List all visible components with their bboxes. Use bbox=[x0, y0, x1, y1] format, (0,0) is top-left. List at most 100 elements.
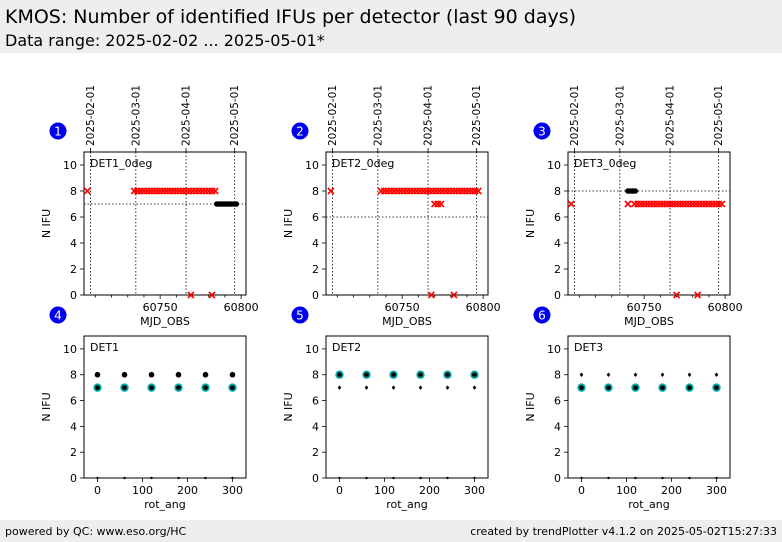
data-point bbox=[687, 372, 692, 378]
data-point bbox=[445, 385, 450, 390]
data-point bbox=[175, 371, 182, 378]
x-tick-label: 200 bbox=[661, 484, 682, 497]
data-point bbox=[94, 371, 101, 378]
y-tick-label: 10 bbox=[305, 159, 319, 172]
y-tick-label: 4 bbox=[312, 420, 319, 433]
panel-label: DET1 bbox=[90, 341, 119, 354]
chart-panel-2: 2 2025-02-01 2025-03-01 2025-04-01 2025-05-0… bbox=[282, 85, 501, 328]
plot-frame bbox=[83, 151, 247, 296]
data-point bbox=[233, 201, 240, 207]
data-point bbox=[624, 200, 632, 208]
data-point bbox=[327, 187, 335, 195]
data-point bbox=[201, 383, 210, 392]
plot-frame bbox=[325, 335, 489, 479]
data-point bbox=[177, 476, 180, 480]
date-tick-label: 2025-04-01 bbox=[181, 85, 193, 146]
data-point bbox=[83, 187, 91, 195]
y-tick-label: 6 bbox=[312, 211, 319, 224]
date-tick-label: 2025-05-01 bbox=[229, 85, 241, 146]
panel-badge-number: 4 bbox=[54, 309, 62, 323]
y-tick-label: 6 bbox=[312, 395, 319, 408]
x-tick-label: 60750 bbox=[143, 301, 178, 314]
y-tick-label: 8 bbox=[312, 369, 319, 382]
y-axis-label: N IFU bbox=[524, 392, 537, 421]
data-point bbox=[658, 383, 667, 392]
panel-badge-number: 1 bbox=[54, 125, 62, 139]
y-tick-label: 8 bbox=[312, 185, 319, 198]
data-point bbox=[718, 200, 726, 208]
page-subtitle: Data range: 2025-02-02 ... 2025-05-01* bbox=[5, 31, 325, 50]
chart-panel-1: 1 2025-02-01 2025-03-01 2025-04-01 2025-05-0… bbox=[40, 85, 259, 328]
panel-badge bbox=[533, 306, 551, 324]
data-point bbox=[229, 371, 236, 378]
y-tick-label: 4 bbox=[70, 237, 77, 250]
data-point bbox=[335, 370, 344, 379]
data-point bbox=[148, 371, 155, 378]
data-point bbox=[204, 476, 207, 480]
y-tick-label: 4 bbox=[554, 420, 561, 433]
x-axis-label: MJD_OBS bbox=[624, 315, 674, 328]
x-tick-label: 200 bbox=[419, 484, 440, 497]
panel-badge bbox=[291, 306, 309, 324]
data-point bbox=[712, 383, 721, 392]
data-point bbox=[202, 371, 209, 378]
data-point bbox=[418, 385, 423, 390]
plot-frame bbox=[567, 151, 731, 296]
y-tick-label: 10 bbox=[63, 159, 77, 172]
panel-badge bbox=[49, 122, 67, 140]
data-point bbox=[661, 476, 664, 480]
y-tick-label: 2 bbox=[554, 446, 561, 459]
x-tick-label: 300 bbox=[222, 484, 243, 497]
panel-badge bbox=[533, 122, 551, 140]
header-bar: KMOS: Number of identified IFUs per dete… bbox=[0, 0, 782, 53]
panel-badge-number: 5 bbox=[296, 309, 304, 323]
data-point bbox=[632, 188, 639, 194]
data-point bbox=[364, 385, 369, 390]
data-point bbox=[633, 372, 638, 378]
panel-badge-number: 6 bbox=[538, 309, 546, 323]
data-point bbox=[694, 291, 702, 299]
y-tick-label: 10 bbox=[305, 343, 319, 356]
data-point bbox=[567, 200, 575, 208]
x-tick-label: 60800 bbox=[466, 301, 501, 314]
y-tick-label: 4 bbox=[312, 237, 319, 250]
y-axis-label: N IFU bbox=[524, 209, 537, 238]
data-point bbox=[688, 476, 691, 480]
date-tick-label: 2025-03-01 bbox=[614, 85, 626, 146]
data-point bbox=[416, 370, 425, 379]
date-tick-label: 2025-04-01 bbox=[665, 85, 677, 146]
data-point bbox=[443, 370, 452, 379]
data-point bbox=[96, 476, 99, 480]
y-axis-label: N IFU bbox=[40, 209, 53, 238]
data-point bbox=[228, 383, 237, 392]
x-axis-label: MJD_OBS bbox=[382, 315, 432, 328]
y-tick-label: 0 bbox=[312, 289, 319, 302]
panel-label: DET3_0deg bbox=[574, 157, 636, 170]
chart-panel-3: 3 2025-02-01 2025-03-01 2025-04-01 2025-05-0… bbox=[524, 85, 743, 328]
data-point bbox=[634, 476, 637, 480]
data-point bbox=[606, 372, 611, 378]
y-tick-label: 10 bbox=[547, 159, 561, 172]
data-point bbox=[338, 476, 341, 480]
plot-frame bbox=[83, 335, 247, 479]
data-point bbox=[93, 383, 102, 392]
date-tick-label: 2025-05-01 bbox=[713, 85, 725, 146]
y-tick-label: 2 bbox=[554, 263, 561, 276]
data-point bbox=[123, 476, 126, 480]
data-point bbox=[672, 291, 681, 299]
data-point bbox=[715, 476, 718, 480]
x-tick-label: 300 bbox=[706, 484, 727, 497]
data-point bbox=[337, 385, 342, 390]
panel-label: DET3 bbox=[574, 341, 603, 354]
x-tick-label: 60750 bbox=[627, 301, 662, 314]
data-point bbox=[472, 385, 477, 390]
y-tick-label: 10 bbox=[547, 343, 561, 356]
y-tick-label: 8 bbox=[554, 369, 561, 382]
data-point bbox=[121, 371, 128, 378]
y-tick-label: 8 bbox=[70, 185, 77, 198]
data-point bbox=[208, 291, 216, 299]
panel-badge-number: 3 bbox=[538, 125, 546, 139]
data-point bbox=[231, 476, 234, 480]
